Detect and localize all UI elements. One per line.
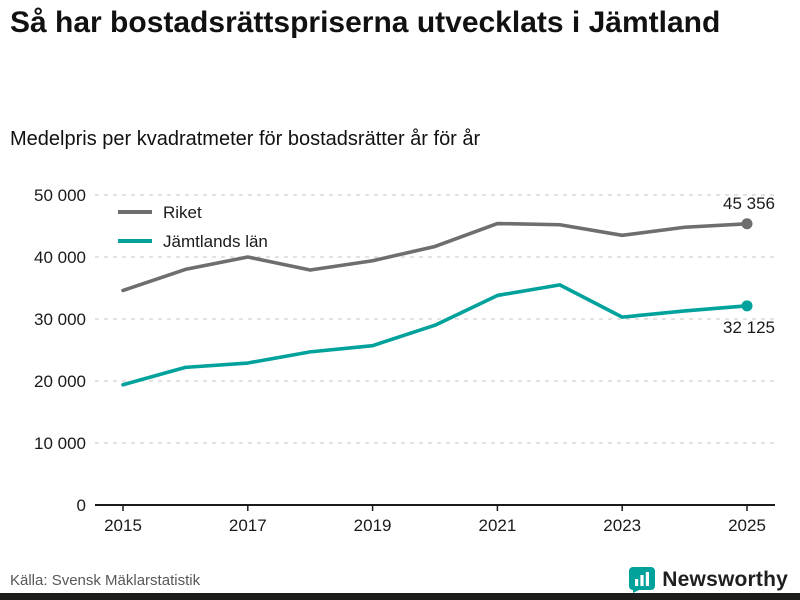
end-point-marker-riket — [741, 218, 753, 230]
x-axis-label: 2021 — [478, 516, 516, 535]
y-axis-label: 50 000 — [34, 186, 86, 205]
x-axis-label: 2015 — [104, 516, 142, 535]
legend-label: Riket — [163, 203, 202, 222]
footer-row: Källa: Svensk Mäklarstatistik Newsworthy — [10, 566, 788, 594]
y-axis-label: 20 000 — [34, 372, 86, 391]
x-axis: 2015 2017 2019 2021 2023 2025 — [104, 505, 766, 535]
legend: Riket Jämtlands län — [118, 203, 268, 251]
end-value-label-j-mtlands-l-n: 32 125 — [723, 318, 775, 337]
series-line-j-mtlands-l-n — [121, 283, 749, 387]
source-note: Källa: Svensk Mäklarstatistik — [10, 571, 201, 589]
x-axis-label: 2025 — [728, 516, 766, 535]
end-value-label-riket: 45 356 — [723, 194, 775, 213]
series-line-riket — [121, 221, 749, 293]
chart-title: Så har bostadsrättspriserna utvecklats i… — [10, 6, 721, 39]
newsworthy-icon — [629, 567, 656, 593]
y-axis-label: 30 000 — [34, 310, 86, 329]
x-axis-label: 2019 — [354, 516, 392, 535]
bottom-bar — [0, 593, 800, 600]
x-axis-label: 2023 — [603, 516, 641, 535]
x-axis-label: 2017 — [229, 516, 267, 535]
newsworthy-wordmark: Newsworthy — [662, 568, 788, 591]
y-axis-label: 40 000 — [34, 248, 86, 267]
legend-label: Jämtlands län — [163, 232, 268, 251]
y-axis-label: 0 — [77, 496, 86, 515]
chart-subtitle: Medelpris per kvadratmeter för bostadsrä… — [10, 128, 481, 150]
end-point-marker-j-mtlands-l-n — [741, 300, 753, 312]
y-axis-label: 10 000 — [34, 434, 86, 453]
gridlines: 0 10 000 20 000 30 000 40 000 50 000 — [34, 186, 775, 515]
newsworthy-logo: Newsworthy — [629, 567, 788, 593]
